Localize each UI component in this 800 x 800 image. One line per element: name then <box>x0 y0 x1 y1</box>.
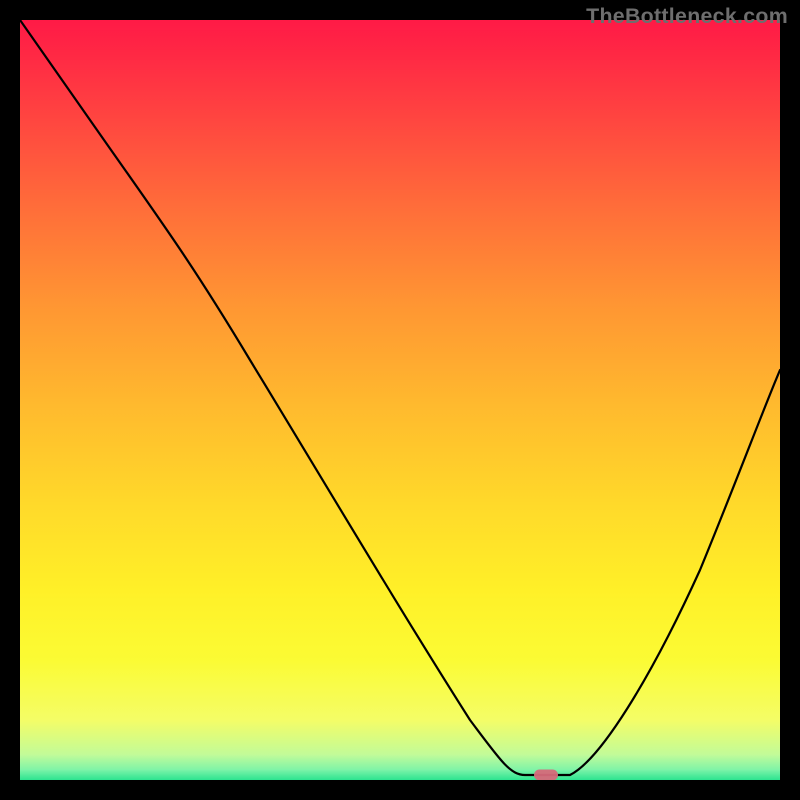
bottleneck-chart <box>0 0 800 800</box>
chart-stage: TheBottleneck.com <box>0 0 800 800</box>
gradient-background <box>20 20 780 781</box>
watermark-text: TheBottleneck.com <box>586 4 788 29</box>
minimum-marker <box>534 770 558 781</box>
